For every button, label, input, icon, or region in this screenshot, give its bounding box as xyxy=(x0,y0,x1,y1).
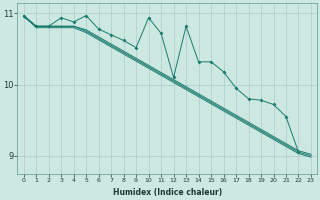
X-axis label: Humidex (Indice chaleur): Humidex (Indice chaleur) xyxy=(113,188,222,197)
